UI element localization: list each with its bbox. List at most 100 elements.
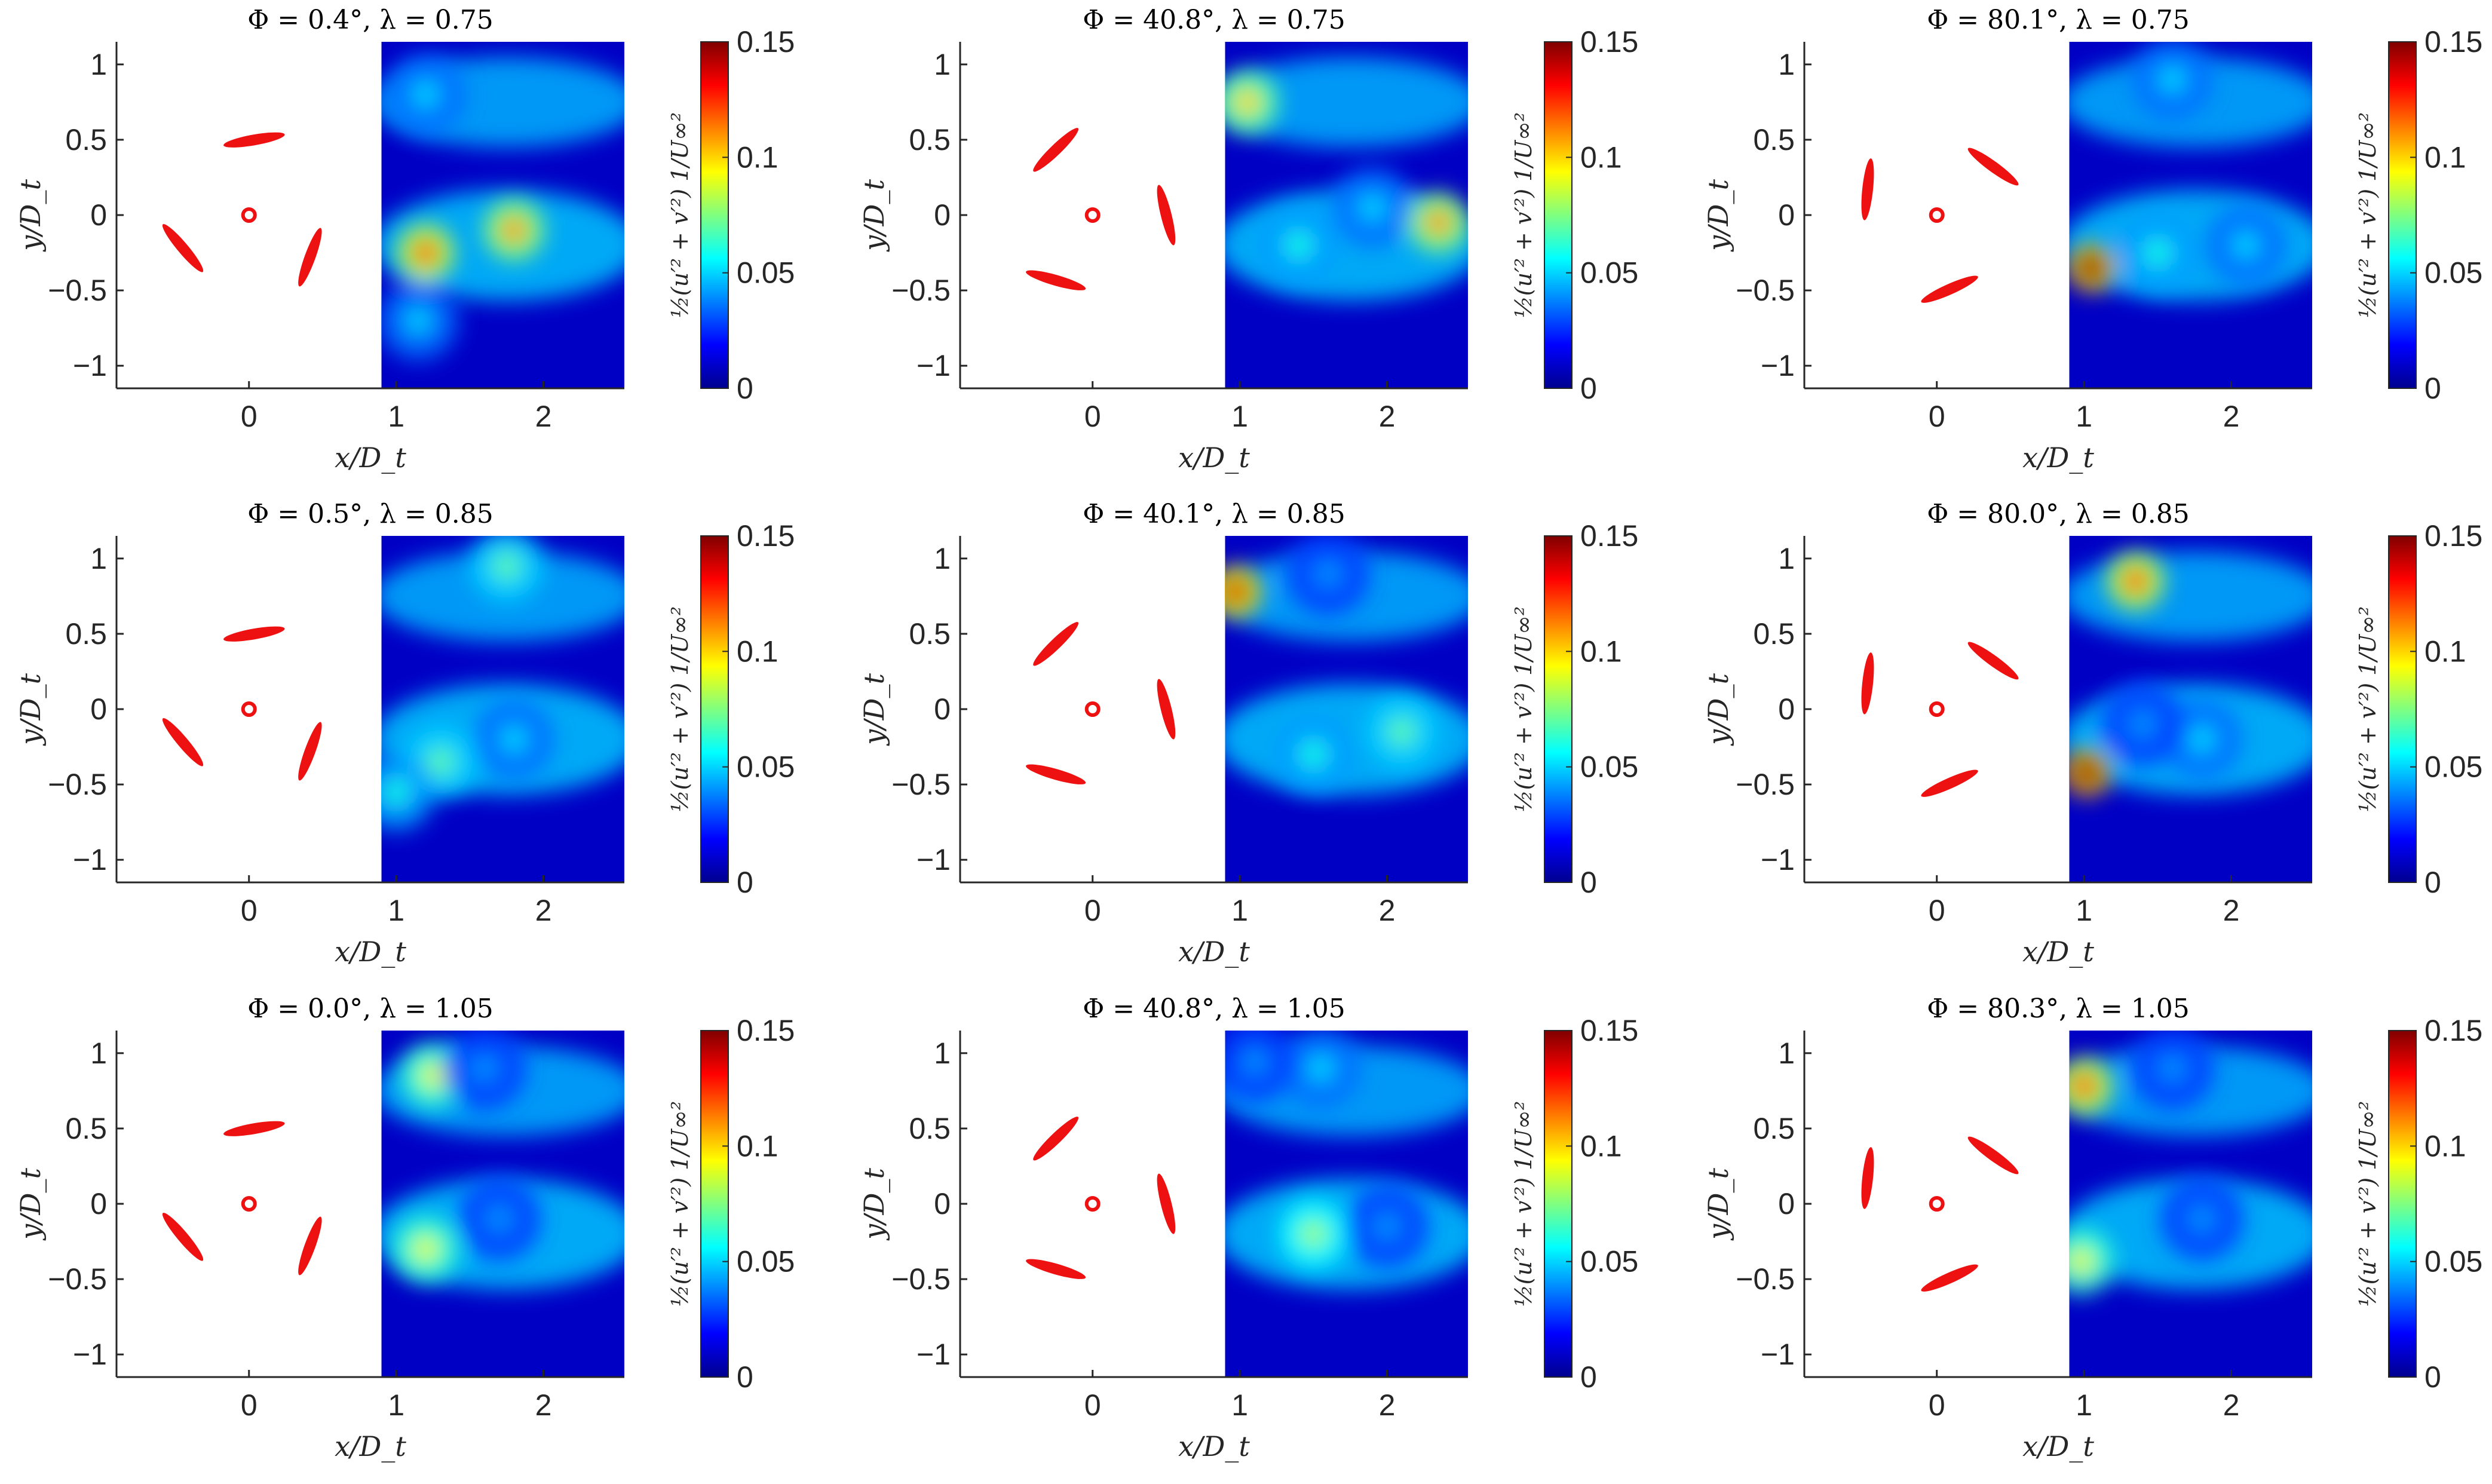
colorbar bbox=[700, 1030, 729, 1378]
colorbar-label: ½(u′² + v′²) 1/U∞² bbox=[1510, 606, 1537, 812]
panel-title: Φ = 40.1°, λ = 0.85 bbox=[1083, 499, 1345, 529]
panel-2: 0 1 2 1 0.5 0 −0.5 −1 x/D_t y/D_t Φ = 40.8°, λ = 0… bbox=[858, 5, 1638, 474]
colorbar-tick-label: 0.1 bbox=[1580, 634, 1622, 668]
blade-icon bbox=[1861, 158, 1874, 220]
panel-5: 0 1 2 1 0.5 0 −0.5 −1 x/D_t y/D_t Φ = 40.1°, λ = 0… bbox=[858, 499, 1638, 968]
colorbar-label: ½(u′² + v′²) 1/U∞² bbox=[667, 1101, 693, 1307]
colorbar-tick-label: 0.05 bbox=[737, 1245, 795, 1278]
colorbar bbox=[700, 41, 729, 389]
x-tick-label: 1 bbox=[2076, 400, 2092, 433]
y-tick-label: 0 bbox=[90, 1187, 107, 1221]
y-axis-label: y/D_t bbox=[858, 179, 890, 252]
y-tick-label: 1 bbox=[1778, 48, 1795, 81]
x-tick-label: 2 bbox=[535, 1388, 552, 1422]
colorbar bbox=[1544, 535, 1573, 883]
x-tick-label: 2 bbox=[1379, 894, 1396, 927]
panel-title: Φ = 80.0°, λ = 0.85 bbox=[1927, 499, 2190, 529]
y-tick-label: 0 bbox=[1778, 692, 1795, 726]
y-tick-label: 0 bbox=[90, 198, 107, 232]
x-tick-label: 2 bbox=[535, 400, 552, 433]
hotspot-core bbox=[1225, 578, 1249, 605]
hotspot-core bbox=[412, 240, 439, 266]
y-tick-label: 1 bbox=[1778, 542, 1795, 575]
colorbar-tick-label: 0.15 bbox=[737, 1014, 795, 1047]
x-tick-label: 1 bbox=[1231, 894, 1248, 927]
colorbar-tick-label: 0.15 bbox=[2424, 519, 2482, 553]
y-tick-label: −1 bbox=[73, 1338, 107, 1371]
x-tick-label: 1 bbox=[1231, 1388, 1248, 1422]
turbine bbox=[162, 1121, 322, 1275]
colorbar-tick-label: 0.1 bbox=[737, 634, 778, 668]
hotspot-core bbox=[2069, 1247, 2095, 1274]
heatmap bbox=[1225, 536, 1468, 882]
blade-icon bbox=[223, 626, 285, 642]
y-tick-label: 1 bbox=[90, 48, 107, 81]
hotspot-core bbox=[501, 217, 528, 244]
colorbar-label: ½(u′² + v′²) 1/U∞² bbox=[1510, 112, 1537, 318]
colorbar-tick-label: 0 bbox=[737, 866, 753, 899]
blade-icon bbox=[1033, 1117, 1079, 1161]
hotspots bbox=[2069, 1031, 2243, 1295]
colorbar-label: ½(u′² + v′²) 1/U∞² bbox=[2355, 112, 2381, 318]
panel-title: Φ = 80.3°, λ = 1.05 bbox=[1927, 994, 2190, 1024]
colorbar-tick-label: 0 bbox=[2424, 866, 2441, 899]
colorbar-tick-label: 0.15 bbox=[1580, 519, 1638, 553]
y-tick-label: −0.5 bbox=[1736, 274, 1795, 307]
y-tick-label: −1 bbox=[917, 349, 951, 382]
turbine bbox=[162, 626, 322, 781]
panel-8: 0 1 2 1 0.5 0 −0.5 −1 x/D_t y/D_t Φ = 40.8°, λ = 1… bbox=[858, 994, 1638, 1462]
colorbar-tick-label: 0.1 bbox=[2424, 1129, 2466, 1163]
hotspot-core bbox=[2144, 240, 2171, 266]
upper-shear-band bbox=[2069, 551, 2312, 642]
x-axis-label: x/D_t bbox=[335, 936, 406, 968]
hub-icon bbox=[1084, 701, 1101, 717]
x-tick-label: 0 bbox=[1084, 400, 1101, 433]
x-tick-label: 1 bbox=[2076, 894, 2092, 927]
colorbar-tick-label: 0.15 bbox=[2424, 25, 2482, 59]
blade-icon bbox=[1033, 128, 1079, 172]
x-tick-label: 2 bbox=[2223, 894, 2240, 927]
heatmap bbox=[2069, 1031, 2312, 1377]
colorbar-label: ½(u′² + v′²) 1/U∞² bbox=[2355, 606, 2381, 812]
colorbar bbox=[700, 535, 729, 883]
hotspots bbox=[381, 536, 554, 830]
hotspot-core bbox=[471, 1055, 498, 1082]
turbine bbox=[1861, 1136, 2019, 1292]
hotspot-core bbox=[412, 1235, 439, 1262]
colorbar-label: ½(u′² + v′²) 1/U∞² bbox=[1510, 1101, 1537, 1307]
x-tick-label: 1 bbox=[388, 1388, 404, 1422]
y-tick-label: 1 bbox=[934, 48, 951, 81]
x-axis-label: x/D_t bbox=[2022, 441, 2094, 474]
blade-icon bbox=[1921, 769, 1978, 797]
heatmap bbox=[381, 1031, 624, 1377]
hotspots bbox=[392, 1031, 541, 1283]
blade-icon bbox=[1861, 1147, 1874, 1209]
hotspot-core bbox=[1314, 560, 1341, 587]
colorbar bbox=[1544, 1030, 1573, 1378]
x-tick-label: 0 bbox=[241, 1388, 258, 1422]
x-tick-label: 0 bbox=[1929, 400, 1945, 433]
x-axis-label: x/D_t bbox=[1178, 441, 1250, 474]
colorbar-tick-label: 0 bbox=[2424, 372, 2441, 405]
hotspots bbox=[1225, 70, 1468, 284]
turbine bbox=[162, 132, 322, 287]
hotspot-core bbox=[1374, 1213, 1400, 1240]
x-axis-label: x/D_t bbox=[335, 1430, 406, 1462]
heatmap bbox=[2069, 42, 2312, 388]
panel-title: Φ = 0.0°, λ = 1.05 bbox=[247, 994, 494, 1024]
colorbar-tick-label: 0.15 bbox=[1580, 25, 1638, 59]
x-tick-label: 2 bbox=[2223, 1388, 2240, 1422]
colorbar-tick-label: 0.05 bbox=[737, 750, 795, 784]
blade-icon bbox=[162, 1213, 204, 1261]
hub-icon bbox=[241, 701, 257, 717]
blade-icon bbox=[1157, 185, 1176, 246]
colorbar-tick-label: 0.1 bbox=[737, 1129, 778, 1163]
colorbar bbox=[2388, 41, 2417, 389]
blade-icon bbox=[162, 718, 204, 766]
hotspot-core bbox=[2074, 759, 2101, 786]
hotspot-core bbox=[2233, 232, 2260, 259]
x-tick-label: 1 bbox=[2076, 1388, 2092, 1422]
hotspot-core bbox=[1241, 1047, 1268, 1074]
colorbar-tick-label: 0.05 bbox=[2424, 256, 2482, 290]
heatmap bbox=[2069, 536, 2312, 882]
